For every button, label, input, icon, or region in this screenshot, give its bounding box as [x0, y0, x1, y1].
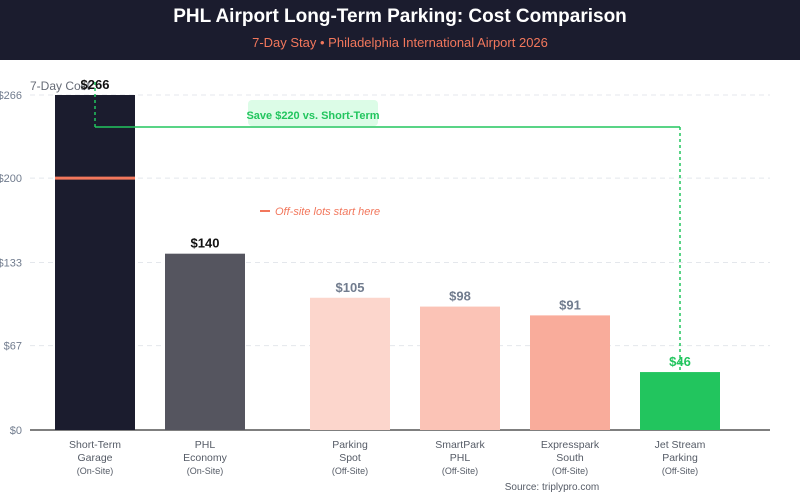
- bar: [530, 315, 610, 430]
- y-tick-label: $67: [4, 341, 22, 353]
- y-tick-label: $266: [0, 90, 22, 102]
- y-tick-label: $200: [0, 173, 22, 185]
- bar: [55, 95, 135, 430]
- bar: [420, 306, 500, 430]
- x-tick-sublabel: (Off-Site): [662, 466, 698, 476]
- bar-value-label: $91: [559, 297, 581, 312]
- chart-subtitle: 7-Day Stay • Philadelphia International …: [252, 35, 548, 50]
- bar-value-label: $140: [191, 236, 220, 251]
- x-tick-sublabel: (Off-Site): [552, 466, 588, 476]
- bar: [310, 297, 390, 430]
- x-tick-label: Parking: [332, 439, 368, 451]
- x-tick-label: Garage: [77, 452, 112, 464]
- bar: [165, 253, 245, 430]
- x-tick-label: Parking: [662, 452, 698, 464]
- y-tick-label: $133: [0, 258, 22, 270]
- bar-value-label: $105: [336, 280, 365, 295]
- x-tick-label: Short-Term: [69, 439, 121, 451]
- x-tick-sublabel: (Off-Site): [332, 466, 368, 476]
- offsite-annotation: Off-site lots start here: [275, 206, 380, 218]
- x-tick-sublabel: (On-Site): [77, 466, 114, 476]
- bar-chart: 7-Day Cost$0$67$133$200$266$266Short-Ter…: [0, 77, 770, 493]
- bar-value-label: $98: [449, 289, 471, 304]
- x-tick-sublabel: (On-Site): [187, 466, 224, 476]
- x-tick-label: PHL: [450, 452, 471, 464]
- x-tick-label: Jet Stream: [655, 439, 706, 451]
- chart-title: PHL Airport Long-Term Parking: Cost Comp…: [173, 6, 627, 27]
- x-tick-label: Spot: [339, 452, 361, 464]
- x-tick-label: South: [556, 452, 584, 464]
- x-tick-sublabel: (Off-Site): [442, 466, 478, 476]
- x-tick-label: SmartPark: [435, 439, 485, 451]
- y-tick-label: $0: [10, 425, 22, 437]
- x-tick-label: Economy: [183, 452, 228, 464]
- source-note: Source: triplypro.com: [505, 482, 599, 493]
- savings-badge: [248, 100, 378, 126]
- savings-annotation: Save $220 vs. Short-Term: [246, 110, 379, 122]
- chart-header: PHL Airport Long-Term Parking: Cost Comp…: [0, 0, 800, 60]
- x-tick-label: Expresspark: [541, 439, 600, 451]
- bar: [640, 372, 720, 430]
- x-tick-label: PHL: [195, 439, 216, 451]
- y-axis-label: 7-Day Cost: [30, 79, 91, 93]
